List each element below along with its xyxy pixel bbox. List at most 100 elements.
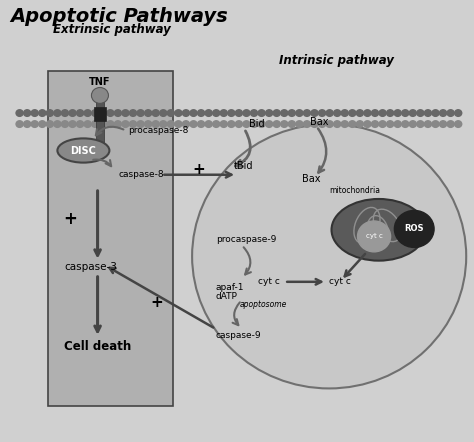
Circle shape (122, 121, 129, 127)
Circle shape (54, 121, 61, 127)
Text: tBid: tBid (234, 161, 253, 171)
Circle shape (137, 110, 144, 116)
Circle shape (432, 121, 439, 127)
Circle shape (265, 110, 273, 116)
Circle shape (228, 121, 235, 127)
Circle shape (220, 110, 228, 116)
Ellipse shape (331, 199, 426, 261)
Circle shape (69, 121, 76, 127)
Circle shape (265, 121, 273, 127)
Text: +: + (193, 161, 206, 176)
Circle shape (145, 121, 152, 127)
Circle shape (205, 121, 212, 127)
Circle shape (394, 210, 434, 248)
Circle shape (46, 110, 54, 116)
Text: Bax: Bax (302, 174, 321, 184)
Circle shape (311, 121, 318, 127)
Circle shape (364, 110, 371, 116)
Circle shape (311, 110, 318, 116)
Circle shape (387, 110, 394, 116)
Text: cyt c: cyt c (258, 277, 280, 286)
Circle shape (356, 121, 364, 127)
Circle shape (46, 121, 54, 127)
Circle shape (334, 110, 341, 116)
Circle shape (281, 121, 288, 127)
Text: apoptosome: apoptosome (239, 300, 287, 309)
Circle shape (91, 121, 99, 127)
Circle shape (175, 110, 182, 116)
Circle shape (394, 110, 401, 116)
Text: ROS: ROS (404, 225, 424, 233)
Circle shape (107, 121, 114, 127)
Circle shape (439, 110, 447, 116)
Circle shape (319, 110, 326, 116)
Circle shape (114, 121, 121, 127)
Text: dATP: dATP (216, 292, 237, 301)
Circle shape (129, 121, 137, 127)
Circle shape (372, 121, 379, 127)
Text: Intrinsic pathway: Intrinsic pathway (279, 53, 394, 67)
Circle shape (182, 121, 190, 127)
Circle shape (84, 121, 91, 127)
Circle shape (152, 121, 159, 127)
Circle shape (190, 110, 197, 116)
Circle shape (236, 121, 242, 127)
Circle shape (24, 110, 31, 116)
Circle shape (84, 110, 91, 116)
Text: Extrinsic pathway: Extrinsic pathway (53, 23, 171, 36)
Ellipse shape (192, 124, 466, 389)
Circle shape (160, 110, 167, 116)
Circle shape (372, 110, 379, 116)
Circle shape (401, 121, 409, 127)
Circle shape (39, 110, 46, 116)
Circle shape (401, 110, 409, 116)
Circle shape (417, 121, 424, 127)
Circle shape (273, 121, 280, 127)
Circle shape (356, 110, 364, 116)
FancyBboxPatch shape (48, 71, 173, 406)
Circle shape (296, 110, 303, 116)
Text: Bax: Bax (310, 117, 329, 127)
Circle shape (182, 110, 190, 116)
Ellipse shape (57, 138, 109, 163)
Circle shape (341, 110, 348, 116)
Circle shape (273, 110, 280, 116)
Circle shape (439, 121, 447, 127)
Circle shape (107, 110, 114, 116)
Circle shape (424, 110, 431, 116)
Circle shape (303, 110, 310, 116)
Text: caspase-3: caspase-3 (64, 262, 118, 272)
Circle shape (205, 110, 212, 116)
Circle shape (447, 121, 454, 127)
Text: caspase-8: caspase-8 (119, 170, 164, 179)
Circle shape (190, 121, 197, 127)
Text: DISC: DISC (71, 145, 96, 156)
Circle shape (334, 121, 341, 127)
Text: cyt c: cyt c (329, 277, 351, 286)
Circle shape (432, 110, 439, 116)
Circle shape (39, 121, 46, 127)
Circle shape (129, 110, 137, 116)
Circle shape (326, 121, 333, 127)
Circle shape (167, 121, 174, 127)
Circle shape (62, 110, 69, 116)
Circle shape (31, 121, 38, 127)
Text: cyt c: cyt c (365, 233, 383, 240)
Circle shape (424, 121, 431, 127)
Circle shape (213, 110, 220, 116)
Text: +: + (64, 210, 78, 228)
Circle shape (288, 121, 295, 127)
Circle shape (258, 121, 265, 127)
Circle shape (152, 110, 159, 116)
Circle shape (394, 121, 401, 127)
Circle shape (24, 121, 31, 127)
Circle shape (364, 121, 371, 127)
Circle shape (99, 110, 106, 116)
Circle shape (357, 221, 391, 252)
Circle shape (281, 110, 288, 116)
Circle shape (220, 121, 228, 127)
Circle shape (213, 121, 220, 127)
Circle shape (228, 110, 235, 116)
Circle shape (31, 110, 38, 116)
Circle shape (349, 121, 356, 127)
